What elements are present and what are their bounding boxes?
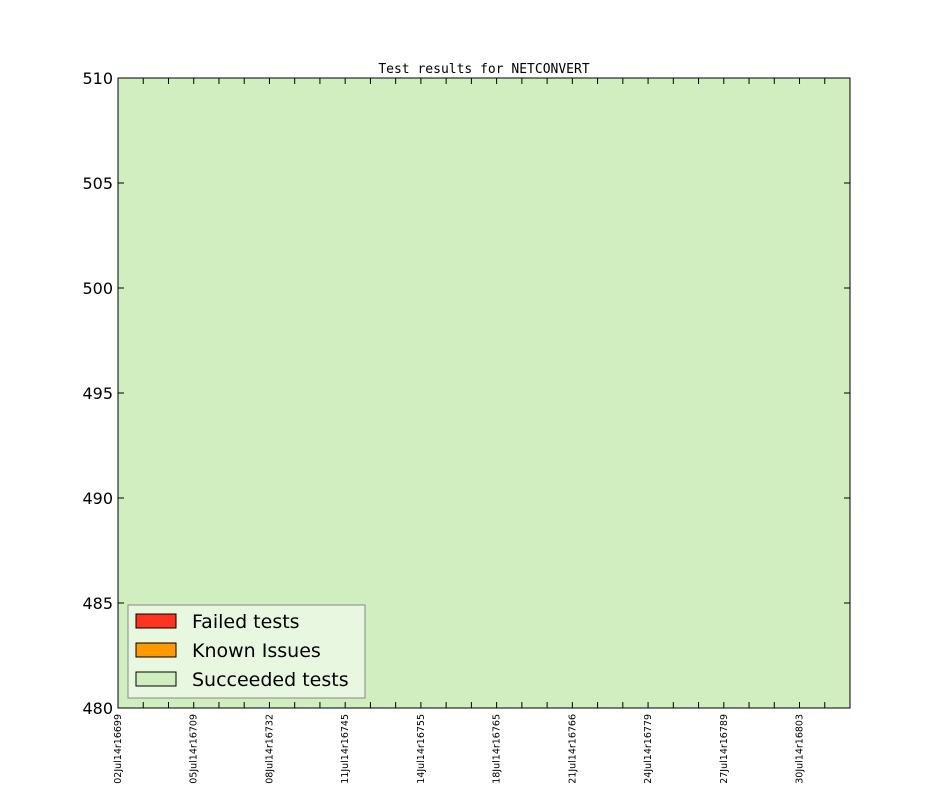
legend-swatch-succeeded-tests — [135, 671, 177, 687]
legend-swatch-known-issues — [135, 642, 177, 658]
x-tick-label: 30Jul14r16803 — [795, 714, 806, 784]
x-axis: 02Jul14r16699 05Jul14r16709 08Jul14r16732 1… — [113, 78, 851, 784]
y-tick-label: 490 — [82, 489, 113, 508]
y-tick-label: 510 — [82, 69, 113, 88]
legend-swatch-failed-tests — [135, 613, 177, 629]
area-succeeded-tests — [118, 78, 850, 708]
legend-label-succeeded-tests: Succeeded tests — [192, 669, 349, 691]
chart-areas — [118, 78, 850, 708]
y-axis: 480 485 490 495 500 505 510 — [82, 69, 850, 718]
chart-title: Test results for NETCONVERT — [378, 62, 589, 77]
legend: Failed tests Known Issues Succeeded tests — [127, 604, 366, 699]
y-tick-label: 485 — [82, 594, 113, 613]
y-tick-label: 480 — [82, 699, 113, 718]
x-tick-label: 27Jul14r16789 — [719, 714, 730, 784]
y-tick-label: 495 — [82, 384, 113, 403]
x-tick-label: 21Jul14r16766 — [567, 714, 578, 784]
legend-label-failed-tests: Failed tests — [192, 611, 300, 633]
x-tick-label: 02Jul14r16699 — [113, 714, 124, 784]
legend-label-known-issues: Known Issues — [192, 640, 321, 662]
x-tick-label: 11Jul14r16745 — [340, 714, 351, 784]
x-tick-label: 08Jul14r16732 — [264, 714, 275, 784]
x-tick-label: 05Jul14r16709 — [189, 714, 200, 784]
x-tick-label: 24Jul14r16779 — [643, 714, 654, 784]
y-tick-label: 500 — [82, 279, 113, 298]
y-tick-label: 505 — [82, 174, 113, 193]
x-tick-label: 14Jul14r16755 — [416, 714, 427, 784]
x-tick-label: 18Jul14r16765 — [492, 714, 503, 784]
